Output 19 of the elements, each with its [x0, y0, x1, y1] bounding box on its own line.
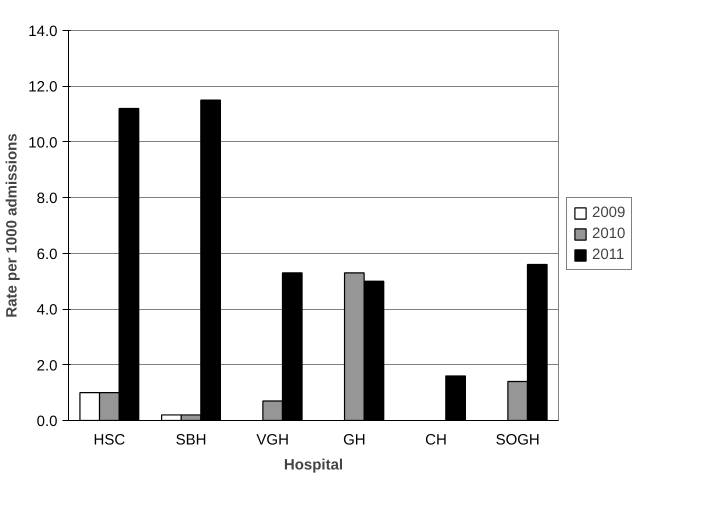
x-tick-label: GH: [343, 432, 366, 448]
y-tick-label: 12.0: [28, 78, 58, 96]
y-axis-title: Rate per 1000 admissions: [3, 133, 20, 318]
y-tick-label: 10.0: [28, 134, 58, 152]
y-tick-label: 0.0: [36, 413, 58, 430]
legend-label: 2010: [592, 225, 626, 242]
x-tick-label: CH: [425, 432, 447, 448]
x-tick-label: SBH: [176, 432, 206, 448]
x-tick-label: SOGH: [496, 432, 540, 448]
x-tick-label: VGH: [256, 432, 289, 448]
x-tick-label: HSC: [94, 432, 126, 448]
legend-label: 2009: [592, 204, 626, 221]
y-tick-label: 2.0: [36, 357, 58, 374]
y-tick-label: 4.0: [36, 302, 58, 319]
y-tick-label: 14.0: [28, 23, 58, 40]
legend-label: 2011: [592, 246, 624, 263]
x-axis-title: Hospital: [284, 456, 344, 474]
y-tick-label: 6.0: [36, 246, 58, 263]
y-tick-label: 8.0: [36, 190, 58, 208]
